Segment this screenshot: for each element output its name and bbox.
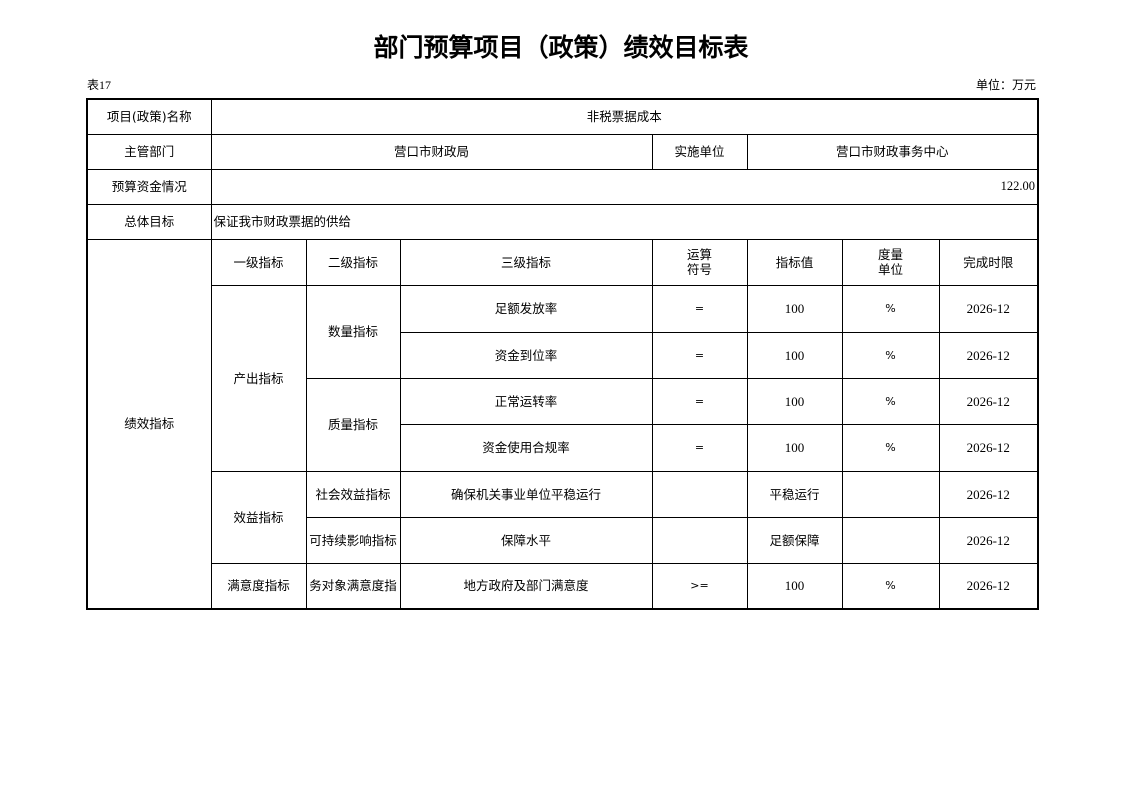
level2-cell: 可持续影响指标 <box>305 516 401 564</box>
indicator-name: 资金到位率 <box>399 331 653 379</box>
table-row: 预算资金情况 122.00 <box>86 168 1039 205</box>
table-row: 效益指标 社会效益指标 确保机关事业单位平稳运行 平稳运行 2026-12 <box>87 470 1039 564</box>
indicator-unit: % <box>841 284 940 333</box>
indicator-unit <box>841 516 940 564</box>
level2-cell: 务对象满意度指 <box>305 562 401 610</box>
impl-label: 实施单位 <box>651 133 748 170</box>
level1-cell: 效益指标 <box>210 470 307 564</box>
table-row: 项目(政策)名称 非税票据成本 <box>86 98 1039 135</box>
header-cell: 二级指标 <box>305 238 401 286</box>
header-cell: 三级指标 <box>399 238 653 286</box>
goal-value: 保证我市财政票据的供给 <box>210 203 1039 240</box>
indicator-deadline: 2026-12 <box>938 423 1039 472</box>
indicator-op: >= <box>651 562 748 610</box>
table-row: 资金使用合规率 = 100 % 2026-12 <box>87 423 1039 472</box>
dept-value: 营口市财政局 <box>210 133 653 170</box>
indicator-op <box>651 516 748 564</box>
header-cell: 度量 单位 <box>841 238 940 286</box>
indicator-unit <box>841 470 940 518</box>
indicator-name: 地方政府及部门满意度 <box>399 562 653 610</box>
header-cell: 完成时限 <box>938 238 1039 286</box>
indicator-deadline: 2026-12 <box>938 516 1039 564</box>
indicator-value: 平稳运行 <box>746 470 843 518</box>
indicator-name: 确保机关事业单位平稳运行 <box>399 470 653 518</box>
table-row: 资金到位率 = 100 % 2026-12 <box>87 331 1039 379</box>
performance-target-table: 项目(政策)名称 非税票据成本 主管部门 营口市财政局 实施单位 营口市财政事务… <box>86 98 1040 610</box>
indicator-deadline: 2026-12 <box>938 377 1039 425</box>
table-row: 总体目标 保证我市财政票据的供给 <box>86 203 1039 240</box>
table-row: 满意度指标 务对象满意度指 地方政府及部门满意度 >= 100 % 2026-1… <box>87 562 1039 610</box>
header-cell: 一级指标 <box>210 238 307 286</box>
impl-value: 营口市财政事务中心 <box>746 133 1039 170</box>
budget-label: 预算资金情况 <box>86 168 212 205</box>
budget-value: 122.00 <box>210 168 1039 205</box>
header-cell: 指标值 <box>746 238 843 286</box>
indicator-value: 100 <box>746 377 843 425</box>
dept-label: 主管部门 <box>86 133 212 170</box>
indicator-value: 100 <box>746 331 843 379</box>
indicator-op: = <box>651 423 748 472</box>
table-row: 产出指标 数量指标 足额发放率 = 100 % 2026-12 <box>87 284 1039 472</box>
page-title: 部门预算项目（政策）绩效目标表 <box>373 33 749 62</box>
indicator-op <box>651 470 748 518</box>
header-cell: 运算 符号 <box>651 238 748 286</box>
level2-cell: 社会效益指标 <box>305 470 401 518</box>
indicator-op: = <box>651 284 748 333</box>
project-name-label: 项目(政策)名称 <box>86 98 212 135</box>
unit-label: 单位：万元 <box>975 78 1036 92</box>
indicator-unit: % <box>841 331 940 379</box>
indicator-name: 正常运转率 <box>399 377 653 425</box>
header-row: 绩效指标 一级指标 二级指标 三级指标 运算 符号 指标值 度量 单位 完成时限 <box>86 238 1039 610</box>
level2-cell: 质量指标 <box>305 377 401 472</box>
goal-label: 总体目标 <box>86 203 212 240</box>
indicator-name: 足额发放率 <box>399 284 653 333</box>
indicator-deadline: 2026-12 <box>938 562 1039 610</box>
level2-cell: 数量指标 <box>305 284 401 379</box>
indicator-unit: % <box>841 562 940 610</box>
indicator-unit: % <box>841 423 940 472</box>
table-row: 质量指标 正常运转率 = 100 % 2026-12 <box>87 377 1039 472</box>
level1-cell: 产出指标 <box>210 284 307 472</box>
indicator-deadline: 2026-12 <box>938 284 1039 333</box>
perf-label: 绩效指标 <box>86 238 212 610</box>
project-name-value: 非税票据成本 <box>210 98 1039 135</box>
indicator-value: 足额保障 <box>746 516 843 564</box>
indicator-name: 资金使用合规率 <box>399 423 653 472</box>
indicator-deadline: 2026-12 <box>938 470 1039 518</box>
indicator-value: 100 <box>746 284 843 333</box>
indicator-name: 保障水平 <box>399 516 653 564</box>
indicator-op: = <box>651 377 748 425</box>
indicator-deadline: 2026-12 <box>938 331 1039 379</box>
level1-cell: 满意度指标 <box>210 562 307 610</box>
indicator-unit: % <box>841 377 940 425</box>
indicator-value: 100 <box>746 423 843 472</box>
table-row: 主管部门 营口市财政局 实施单位 营口市财政事务中心 <box>86 133 1039 170</box>
table-number: 表17 <box>87 78 112 92</box>
indicator-value: 100 <box>746 562 843 610</box>
indicator-op: = <box>651 331 748 379</box>
